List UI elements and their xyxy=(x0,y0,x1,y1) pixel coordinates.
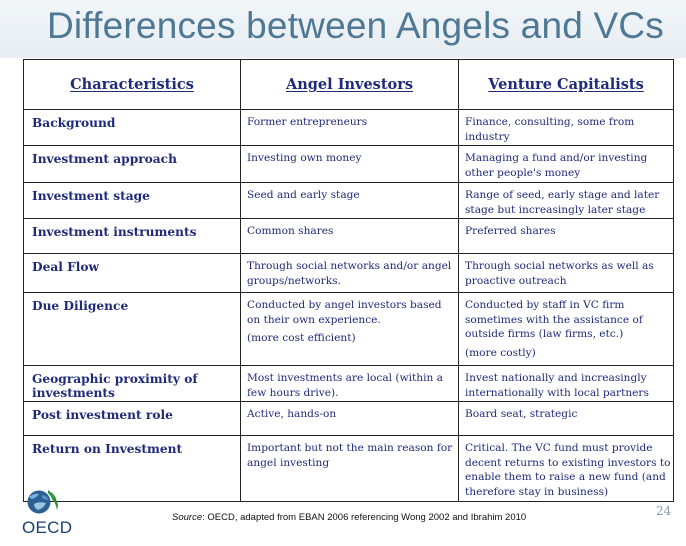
slide-title: Differences between Angels and VCs xyxy=(47,5,664,46)
comparison-table: Characteristics Angel Investors Venture … xyxy=(23,59,674,502)
table-row: Deal Flow Through social networks and/or… xyxy=(23,253,674,293)
vc-cell: Board seat, strategic xyxy=(458,401,674,436)
header-venture-capitalists: Venture Capitalists xyxy=(458,59,674,110)
vc-cell: Preferred shares xyxy=(458,218,674,254)
angel-cell: Common shares xyxy=(240,218,459,254)
vc-cell: Critical. The VC fund must provide decen… xyxy=(458,435,674,502)
vc-cell: Conducted by staff in VC firm sometimes … xyxy=(458,292,674,366)
angel-cell: Most investments are local (within a few… xyxy=(240,365,459,402)
source-note: Source: OECD, adapted from EBAN 2006 ref… xyxy=(172,512,526,523)
row-label: Geographic proximity of investments xyxy=(23,365,241,402)
table-row: Return on Investment Important but not t… xyxy=(23,435,674,502)
table-row: Investment instruments Common shares Pre… xyxy=(23,218,674,254)
table-row: Investment approach Investing own money … xyxy=(23,145,674,183)
vc-cell: Managing a fund and/or investing other p… xyxy=(458,145,674,183)
angel-cell: Investing own money xyxy=(240,145,459,183)
row-label: Background xyxy=(23,109,241,146)
row-label: Return on Investment xyxy=(23,435,241,502)
angel-cell: Through social networks and/or angel gro… xyxy=(240,253,459,293)
oecd-logo-text: OECD xyxy=(22,518,73,537)
table-header-row: Characteristics Angel Investors Venture … xyxy=(23,59,674,110)
angel-cell: Important but not the main reason for an… xyxy=(240,435,459,502)
vc-cell: Invest nationally and increasingly inter… xyxy=(458,365,674,402)
angel-cell: Former entrepreneurs xyxy=(240,109,459,146)
row-label: Due Diligence xyxy=(23,292,241,366)
table-row: Post investment role Active, hands-on Bo… xyxy=(23,401,674,436)
row-label: Investment approach xyxy=(23,145,241,183)
angel-cell: Active, hands-on xyxy=(240,401,459,436)
vc-cell-text: Conducted by staff in VC firm sometimes … xyxy=(465,299,643,340)
title-band xyxy=(0,0,686,58)
row-label: Post investment role xyxy=(23,401,241,436)
vc-cell: Range of seed, early stage and later sta… xyxy=(458,182,674,219)
page-number: 24 xyxy=(656,504,672,518)
angel-cell: Seed and early stage xyxy=(240,182,459,219)
table-row: Background Former entrepreneurs Finance,… xyxy=(23,109,674,146)
vc-cell: Finance, consulting, some from industry xyxy=(458,109,674,146)
row-label: Investment instruments xyxy=(23,218,241,254)
table-row: Investment stage Seed and early stage Ra… xyxy=(23,182,674,219)
angel-cell: Conducted by angel investors based on th… xyxy=(240,292,459,366)
row-label: Deal Flow xyxy=(23,253,241,293)
row-label: Investment stage xyxy=(23,182,241,219)
oecd-globe-logo xyxy=(27,490,58,514)
source-text: : OECD, adapted from EBAN 2006 referenci… xyxy=(202,512,527,523)
table-row: Due Diligence Conducted by angel investo… xyxy=(23,292,674,366)
vc-cell-note: (more costly) xyxy=(465,346,536,359)
table-row: Geographic proximity of investments Most… xyxy=(23,365,674,402)
vc-cell: Through social networks as well as proac… xyxy=(458,253,674,293)
header-characteristics: Characteristics xyxy=(23,59,241,110)
angel-cell-text: Conducted by angel investors based on th… xyxy=(247,299,442,326)
source-label: Source xyxy=(172,512,203,523)
header-angel-investors: Angel Investors xyxy=(240,59,459,110)
angel-cell-note: (more cost efficient) xyxy=(247,332,356,344)
